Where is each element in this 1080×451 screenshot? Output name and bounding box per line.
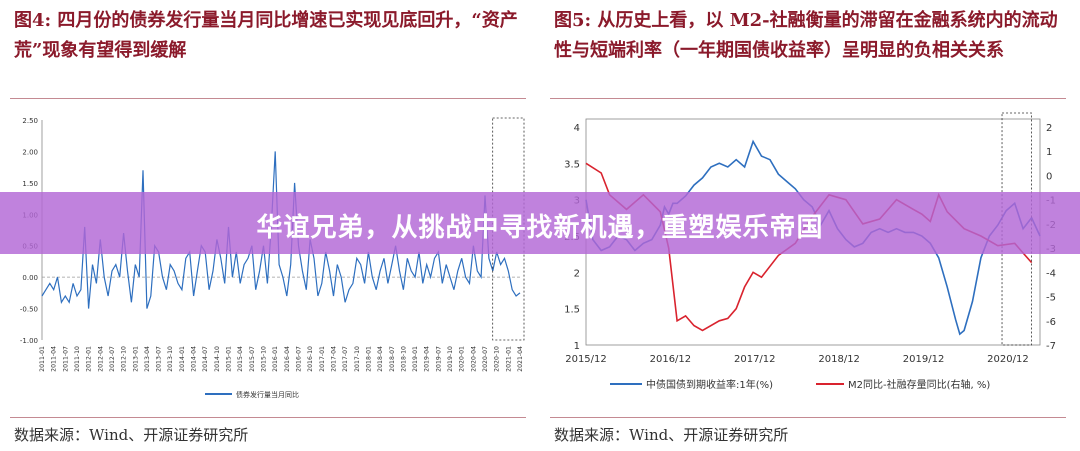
left-x-tick-label: 2020-01 <box>459 346 466 372</box>
left-x-tick-label: 2011-10 <box>74 346 81 372</box>
left-x-tick-label: 2019-01 <box>412 346 419 372</box>
left-top-rule <box>10 98 526 99</box>
left-x-tick-label: 2020-04 <box>470 346 477 372</box>
right-bottom-rule <box>550 417 1066 418</box>
left-y-tick-label: -1.00 <box>20 337 38 345</box>
left-x-tick-label: 2012-01 <box>86 346 93 372</box>
left-y-tick-label: 2.50 <box>22 117 38 125</box>
right-x-tick-label: 2015/12 <box>565 354 607 365</box>
right-y2-tick-label: -7 <box>1046 341 1056 352</box>
left-y-tick-label: 0.00 <box>22 274 38 282</box>
left-y-tick-label: 1.50 <box>22 180 38 188</box>
right-y-tick-label: 2 <box>574 268 580 279</box>
left-x-tick-label: 2017-07 <box>342 346 349 372</box>
right-y2-tick-label: -4 <box>1046 268 1056 279</box>
right-x-tick-label: 2018/12 <box>818 354 860 365</box>
left-x-tick-label: 2021-04 <box>517 346 524 372</box>
left-x-tick-label: 2018-01 <box>365 346 372 372</box>
left-x-tick-label: 2012-10 <box>121 346 128 372</box>
left-x-tick-label: 2014-01 <box>179 346 186 372</box>
left-x-tick-label: 2015-10 <box>261 346 268 372</box>
left-x-tick-label: 2014-07 <box>202 346 209 372</box>
left-x-tick-label: 2012-07 <box>109 346 116 372</box>
left-x-tick-label: 2015-04 <box>237 346 244 372</box>
left-x-tick-label: 2016-04 <box>284 346 291 372</box>
left-x-tick-label: 2013-04 <box>144 346 151 372</box>
left-x-tick-label: 2015-01 <box>226 346 233 372</box>
left-chart: 2.502.001.501.000.500.00-0.50-1.002011-0… <box>20 117 525 399</box>
right-y2-tick-label: -6 <box>1046 317 1056 328</box>
left-y-tick-label: -0.50 <box>20 306 38 314</box>
right-y2-tick-label: -5 <box>1046 293 1056 304</box>
left-highlight-box <box>492 117 525 341</box>
left-x-tick-label: 2013-10 <box>167 346 174 372</box>
left-bottom-rule <box>10 417 526 418</box>
left-x-tick-label: 2020-07 <box>482 346 489 372</box>
left-y-tick-label: 2.00 <box>22 148 38 156</box>
left-x-tick-label: 2011-07 <box>62 346 69 372</box>
left-x-tick-label: 2014-04 <box>191 346 198 372</box>
left-x-tick-label: 2016-10 <box>307 346 314 372</box>
overlay-banner-text: 华谊兄弟，从挑战中寻找新机遇，重塑娱乐帝国 <box>256 213 824 243</box>
left-x-tick-label: 2017-04 <box>330 346 337 372</box>
left-x-tick-label: 2013-07 <box>156 346 163 372</box>
overlay-banner <box>0 192 1080 254</box>
right-chart: 43.532.521.51210-1-2-3-4-5-6-72015/12201… <box>564 112 1056 391</box>
left-x-tick-label: 2015-07 <box>249 346 256 372</box>
right-y2-tick-label: 1 <box>1046 147 1052 158</box>
left-x-tick-label: 2011-01 <box>39 346 46 372</box>
right-y-tick-label: 1.5 <box>564 305 580 316</box>
right-x-tick-label: 2019/12 <box>903 354 945 365</box>
left-x-tick-label: 2020-10 <box>494 346 501 372</box>
left-source-note: 数据来源：Wind、开源证券研究所 <box>14 426 249 444</box>
left-x-tick-label: 2018-07 <box>389 346 396 372</box>
left-series-line <box>41 151 521 309</box>
right-x-tick-label: 2017/12 <box>734 354 776 365</box>
left-figure-title: 图4: 四月份的债券发行量当月同比增速已实现见底回升，“资产荒”现象有望得到缓解 <box>14 10 518 61</box>
left-x-tick-label: 2017-01 <box>319 346 326 372</box>
left-x-tick-label: 2012-04 <box>97 346 104 372</box>
left-x-tick-label: 2018-04 <box>377 346 384 372</box>
right-y-tick-label: 1 <box>574 341 580 352</box>
left-x-tick-label: 2019-04 <box>424 346 431 372</box>
left-x-tick-label: 2014-10 <box>214 346 221 372</box>
right-source-note: 数据来源：Wind、开源证券研究所 <box>554 426 789 444</box>
right-y-tick-label: 4 <box>574 123 580 134</box>
left-x-tick-label: 2019-07 <box>435 346 442 372</box>
right-top-rule <box>550 98 1066 99</box>
right-y-tick-label: 3.5 <box>564 159 580 170</box>
right-legend-label-yield: 中债国债到期收益率:1年(%) <box>646 378 773 391</box>
left-legend-label: 债券发行量当月同比 <box>236 390 299 399</box>
left-x-tick-label: 2016-01 <box>272 346 279 372</box>
right-x-tick-label: 2016/12 <box>650 354 692 365</box>
right-y2-tick-label: 2 <box>1046 123 1052 134</box>
left-x-tick-label: 2019-10 <box>447 346 454 372</box>
left-x-tick-label: 2013-01 <box>132 346 139 372</box>
right-figure-title: 图5: 从历史上看，以 M2-社融衡量的滞留在金融系统内的流动性与短端利率（一年… <box>554 10 1058 61</box>
right-y2-tick-label: 0 <box>1046 171 1052 182</box>
left-x-tick-label: 2018-10 <box>400 346 407 372</box>
right-x-tick-label: 2020/12 <box>987 354 1029 365</box>
left-x-tick-label: 2021-01 <box>505 346 512 372</box>
left-x-tick-label: 2016-07 <box>295 346 302 372</box>
left-x-tick-label: 2017-10 <box>354 346 361 372</box>
left-x-tick-label: 2011-04 <box>51 346 58 372</box>
right-legend-label-m2-gap: M2同比-社融存量同比(右轴, %) <box>848 378 990 391</box>
